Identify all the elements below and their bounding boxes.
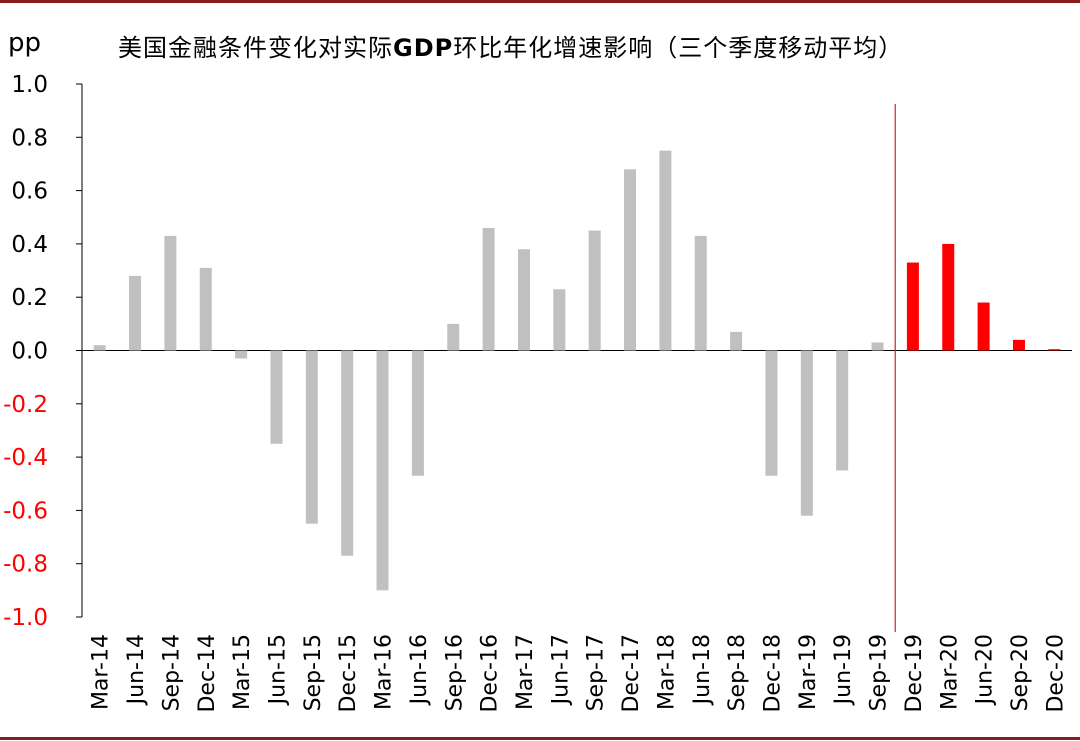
bar-historical-sep-18 — [730, 331, 743, 351]
y-tick-label: -0.8 — [3, 552, 48, 578]
y-tick-label: 0.6 — [11, 179, 48, 205]
bar-historical-sep-16 — [447, 323, 460, 351]
bottom-rule — [0, 737, 1080, 740]
x-tick-label: Mar-17 — [513, 634, 538, 710]
x-tick-label: Sep-16 — [442, 634, 467, 711]
bar-historical-dec-17 — [624, 169, 637, 351]
y-axis-unit-label: pp — [8, 28, 42, 58]
y-tick-label: 0.2 — [11, 285, 48, 311]
bar-historical-jun-15 — [270, 350, 283, 444]
x-tick-label: Jun-20 — [973, 634, 998, 706]
bar-historical-mar-17 — [517, 249, 530, 351]
x-tick-label: Mar-14 — [89, 634, 114, 710]
bar-forecast-dec-19 — [906, 262, 919, 351]
x-tick-label: Sep-14 — [159, 634, 184, 711]
x-tick-label: Jun-19 — [831, 634, 856, 706]
bar-forecast-sep-20 — [1012, 339, 1025, 351]
chart-title: 美国金融条件变化对实际GDP环比年化增速影响（三个季度移动平均） — [118, 28, 903, 63]
title-suffix: 环比年化增速影响（三个季度移动平均） — [453, 34, 904, 62]
bar-historical-dec-18 — [765, 350, 778, 476]
x-tick-label: Dec-19 — [902, 634, 927, 713]
x-tick-label: Sep-18 — [725, 634, 750, 711]
x-tick-label: Jun-14 — [124, 634, 149, 706]
y-tick-label: -1.0 — [3, 605, 48, 631]
bar-historical-dec-14 — [199, 267, 212, 351]
x-tick-label: Mar-15 — [230, 634, 255, 710]
y-tick-label: -0.2 — [3, 392, 48, 418]
bar-forecast-jun-20 — [977, 302, 990, 351]
bar-historical-jun-19 — [836, 350, 849, 471]
x-tick-label: Jun-18 — [690, 634, 715, 706]
bar-historical-jun-14 — [129, 275, 142, 351]
x-tick-label: Mar-19 — [796, 634, 821, 710]
x-tick-label: Jun-16 — [407, 634, 432, 706]
x-tick-label: Dec-17 — [619, 634, 644, 713]
bar-historical-mar-16 — [376, 350, 389, 591]
x-tick-label: Sep-17 — [584, 634, 609, 711]
bar-historical-sep-15 — [305, 350, 318, 524]
y-tick-label: 0.8 — [11, 125, 48, 151]
x-tick-label: Sep-15 — [301, 634, 326, 711]
y-tick-label: -0.6 — [3, 498, 48, 524]
bar-historical-mar-19 — [800, 350, 813, 516]
bar-historical-mar-15 — [235, 350, 248, 359]
x-tick-label: Jun-17 — [548, 634, 573, 706]
bar-historical-jun-17 — [553, 289, 566, 351]
y-tick-label: 0.0 — [11, 339, 48, 365]
bar-historical-dec-16 — [482, 227, 495, 351]
x-tick-label: Mar-18 — [654, 634, 679, 710]
bar-historical-sep-14 — [164, 235, 177, 351]
title-prefix: 美国金融条件变化对实际 — [118, 34, 393, 62]
y-tick-label: 1.0 — [11, 72, 48, 98]
bar-historical-jun-16 — [411, 350, 424, 476]
x-tick-label: Mar-16 — [372, 634, 397, 710]
y-tick-label: -0.4 — [3, 445, 48, 471]
title-bold: GDP — [393, 34, 454, 62]
x-tick-label: Dec-20 — [1043, 634, 1068, 713]
x-tick-label: Jun-15 — [265, 634, 290, 706]
top-rule — [0, 0, 1080, 3]
bar-forecast-mar-20 — [942, 243, 955, 351]
x-tick-label: Sep-20 — [1008, 634, 1033, 711]
bar-historical-jun-18 — [694, 235, 707, 351]
x-tick-label: Dec-15 — [336, 634, 361, 713]
y-tick-label: 0.4 — [11, 232, 48, 258]
bar-historical-mar-18 — [659, 150, 672, 351]
x-tick-label: Dec-16 — [478, 634, 503, 713]
x-tick-label: Dec-18 — [760, 634, 785, 713]
bar-historical-mar-14 — [93, 345, 106, 351]
x-tick-label: Mar-20 — [937, 634, 962, 710]
bar-historical-sep-19 — [871, 342, 884, 351]
x-tick-label: Dec-14 — [195, 634, 220, 713]
x-tick-label: Sep-19 — [867, 634, 892, 711]
bar-historical-dec-15 — [341, 350, 354, 556]
bar-historical-sep-17 — [588, 230, 601, 351]
bar-forecast-dec-20 — [1048, 349, 1061, 351]
